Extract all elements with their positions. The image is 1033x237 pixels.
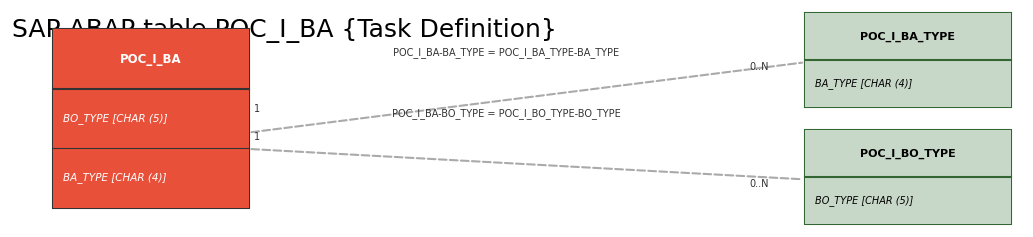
- Text: 0..N: 0..N: [749, 179, 769, 189]
- Text: BA_TYPE [CHAR (4)]: BA_TYPE [CHAR (4)]: [63, 172, 166, 183]
- FancyBboxPatch shape: [53, 89, 249, 148]
- FancyBboxPatch shape: [805, 13, 1011, 107]
- Text: POC_I_BA: POC_I_BA: [120, 53, 182, 66]
- FancyBboxPatch shape: [53, 29, 249, 208]
- Text: POC_I_BA_TYPE: POC_I_BA_TYPE: [860, 31, 956, 42]
- Text: BA_TYPE [CHAR (4)]: BA_TYPE [CHAR (4)]: [815, 78, 912, 89]
- FancyBboxPatch shape: [805, 130, 1011, 177]
- Text: BO_TYPE [CHAR (5)]: BO_TYPE [CHAR (5)]: [815, 195, 913, 206]
- FancyBboxPatch shape: [805, 13, 1011, 60]
- Text: 1: 1: [254, 132, 260, 142]
- Text: SAP ABAP table POC_I_BA {Task Definition}: SAP ABAP table POC_I_BA {Task Definition…: [11, 18, 557, 43]
- Text: POC_I_BA-BA_TYPE = POC_I_BA_TYPE-BA_TYPE: POC_I_BA-BA_TYPE = POC_I_BA_TYPE-BA_TYPE: [394, 47, 619, 58]
- FancyBboxPatch shape: [53, 148, 249, 208]
- FancyBboxPatch shape: [805, 177, 1011, 224]
- Text: 0..N: 0..N: [749, 62, 769, 72]
- FancyBboxPatch shape: [805, 60, 1011, 107]
- FancyBboxPatch shape: [805, 130, 1011, 224]
- Text: BO_TYPE [CHAR (5)]: BO_TYPE [CHAR (5)]: [63, 113, 167, 124]
- FancyBboxPatch shape: [53, 29, 249, 89]
- Text: POC_I_BA-BO_TYPE = POC_I_BO_TYPE-BO_TYPE: POC_I_BA-BO_TYPE = POC_I_BO_TYPE-BO_TYPE: [392, 108, 621, 119]
- Text: POC_I_BO_TYPE: POC_I_BO_TYPE: [860, 149, 956, 159]
- Text: 1: 1: [254, 104, 260, 114]
